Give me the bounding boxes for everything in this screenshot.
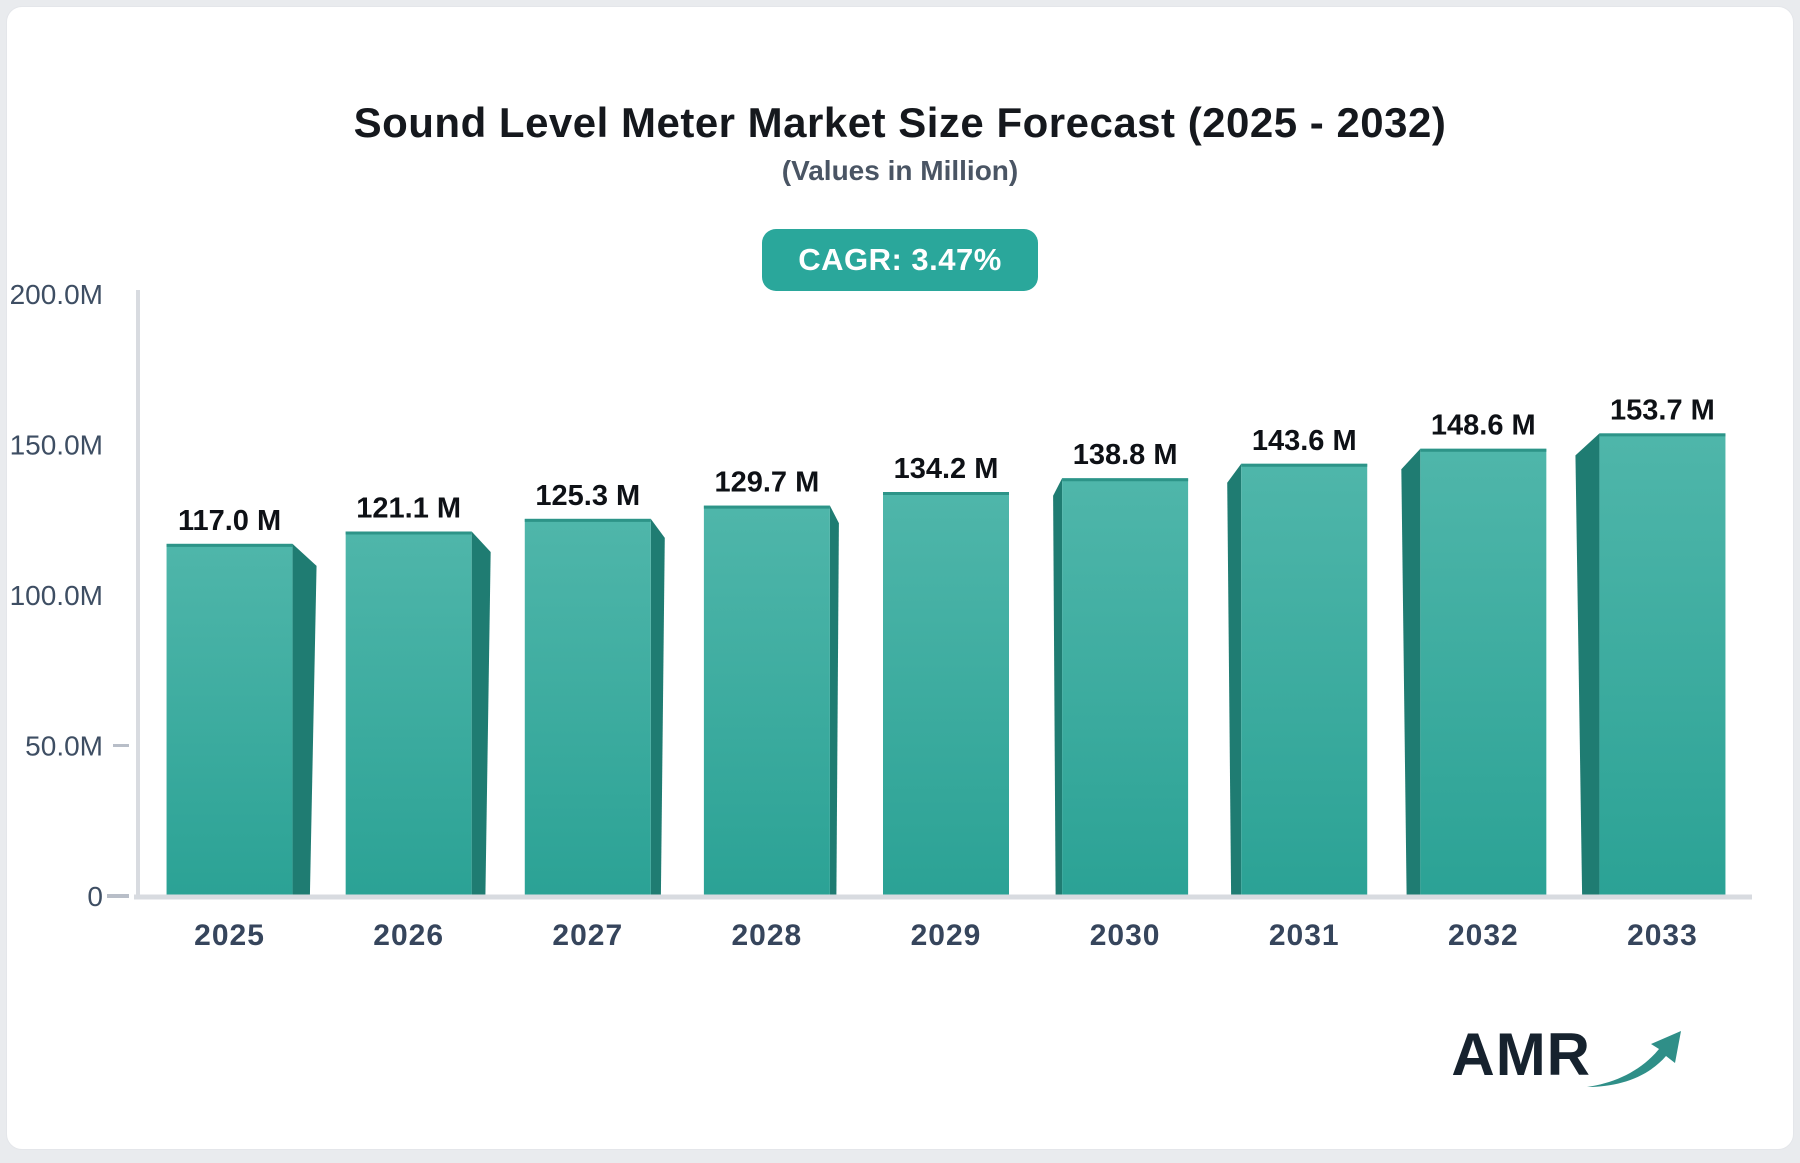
x-axis-label: 2030 (1090, 919, 1161, 952)
bar-value-label: 153.7 M (1610, 394, 1715, 426)
x-axis-label: 2027 (552, 919, 623, 952)
bar-value-label: 125.3 M (535, 480, 640, 512)
bar-value-label: 138.8 M (1073, 439, 1178, 471)
x-axis-label: 2031 (1269, 919, 1340, 952)
bar-value-label: 143.6 M (1252, 425, 1357, 457)
chart-card: Sound Level Meter Market Size Forecast (… (6, 6, 1794, 1150)
amr-logo: AMR (1451, 1025, 1685, 1096)
bar-value-label: 148.6 M (1431, 410, 1536, 442)
x-axis-label: 2028 (732, 919, 803, 952)
cagr-badge: CAGR: 3.47% (762, 229, 1038, 291)
cagr-badge-row: CAGR: 3.47% (7, 229, 1793, 291)
x-axis-label: 2033 (1627, 919, 1698, 952)
bar-chart: 200.0M 150.0M 100.0M 50.0M 0 117.0 M 2025 121.1… (10, 279, 1752, 952)
x-axis-label: 2029 (911, 919, 982, 952)
svg-text:150.0M: 150.0M (10, 430, 103, 461)
x-axis-label: 2025 (194, 919, 265, 952)
chart-title: Sound Level Meter Market Size Forecast (… (353, 99, 1447, 146)
growth-arrow-icon (1585, 1027, 1685, 1096)
svg-text:200.0M: 200.0M (10, 279, 103, 310)
svg-text:0: 0 (87, 881, 103, 912)
bar-value-label: 117.0 M (178, 505, 281, 537)
svg-text:100.0M: 100.0M (10, 580, 103, 611)
bar-value-label: 121.1 M (356, 492, 461, 524)
x-axis-label: 2032 (1448, 919, 1519, 952)
x-axis-label: 2026 (373, 919, 444, 952)
amr-logo-text: AMR (1451, 1021, 1591, 1088)
bar-value-label: 129.7 M (714, 467, 819, 499)
svg-text:50.0M: 50.0M (25, 731, 103, 762)
bar-value-label: 134.2 M (894, 453, 999, 485)
chart-subtitle: (Values in Million) (781, 155, 1019, 186)
